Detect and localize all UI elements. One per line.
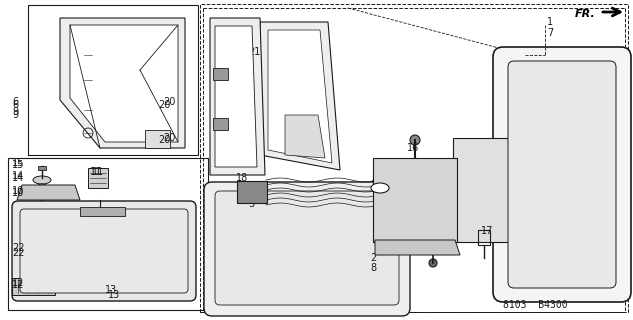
Polygon shape: [70, 25, 178, 142]
Text: 20: 20: [163, 97, 175, 107]
Circle shape: [34, 184, 50, 200]
Polygon shape: [268, 30, 332, 163]
Text: 22: 22: [12, 248, 25, 258]
Text: 4: 4: [248, 188, 254, 198]
Text: 22: 22: [12, 243, 25, 253]
Polygon shape: [213, 118, 228, 130]
FancyBboxPatch shape: [12, 201, 196, 301]
Text: 11: 11: [90, 167, 103, 177]
Text: 15: 15: [12, 160, 25, 170]
FancyBboxPatch shape: [204, 182, 410, 316]
Text: 6: 6: [12, 100, 18, 110]
Polygon shape: [38, 166, 46, 170]
Text: 12: 12: [12, 280, 25, 290]
Polygon shape: [213, 68, 228, 80]
Polygon shape: [145, 130, 170, 148]
Text: 18: 18: [236, 173, 248, 183]
Polygon shape: [80, 207, 125, 216]
Text: 20: 20: [158, 100, 170, 110]
Polygon shape: [215, 26, 257, 167]
Text: 23: 23: [236, 127, 248, 137]
Text: 13: 13: [105, 285, 117, 295]
Text: 20: 20: [163, 133, 175, 143]
Text: 17: 17: [481, 226, 493, 236]
Circle shape: [429, 259, 437, 267]
Text: 20: 20: [158, 135, 170, 145]
Text: 16: 16: [407, 143, 419, 153]
Text: 9: 9: [12, 107, 18, 117]
Text: FR.: FR.: [575, 9, 596, 19]
Text: 1: 1: [547, 17, 553, 27]
Polygon shape: [260, 22, 340, 170]
Text: 8: 8: [370, 263, 376, 273]
Polygon shape: [375, 240, 460, 255]
Circle shape: [410, 135, 420, 145]
FancyBboxPatch shape: [508, 61, 616, 288]
FancyBboxPatch shape: [215, 191, 399, 305]
Bar: [8, 158, 208, 310]
Text: 10: 10: [12, 186, 24, 196]
Text: 21: 21: [248, 47, 260, 57]
Bar: [28, 5, 198, 155]
Polygon shape: [210, 18, 265, 175]
Text: 6: 6: [12, 97, 18, 107]
FancyBboxPatch shape: [453, 138, 522, 242]
Text: 8103  B4300: 8103 B4300: [503, 300, 568, 310]
FancyBboxPatch shape: [373, 158, 457, 242]
FancyBboxPatch shape: [237, 181, 267, 203]
Text: 14: 14: [12, 173, 24, 183]
Text: 11: 11: [92, 167, 104, 177]
Text: 19: 19: [430, 238, 442, 248]
Polygon shape: [12, 278, 55, 295]
Text: 5: 5: [248, 199, 254, 209]
Text: 12: 12: [12, 278, 25, 288]
Text: 3: 3: [370, 180, 376, 190]
Text: 2: 2: [370, 253, 376, 263]
Bar: [200, 4, 628, 312]
Polygon shape: [285, 115, 325, 158]
Polygon shape: [60, 18, 185, 148]
Polygon shape: [17, 185, 80, 200]
Ellipse shape: [33, 176, 51, 184]
Text: 13: 13: [108, 290, 120, 300]
FancyBboxPatch shape: [493, 47, 631, 302]
Text: 10: 10: [12, 188, 24, 198]
Text: 15: 15: [12, 158, 25, 168]
Text: 7: 7: [547, 28, 553, 38]
FancyBboxPatch shape: [20, 209, 188, 293]
Text: 14: 14: [12, 171, 24, 181]
Ellipse shape: [371, 183, 389, 193]
Polygon shape: [88, 168, 108, 188]
Text: 9: 9: [12, 110, 18, 120]
